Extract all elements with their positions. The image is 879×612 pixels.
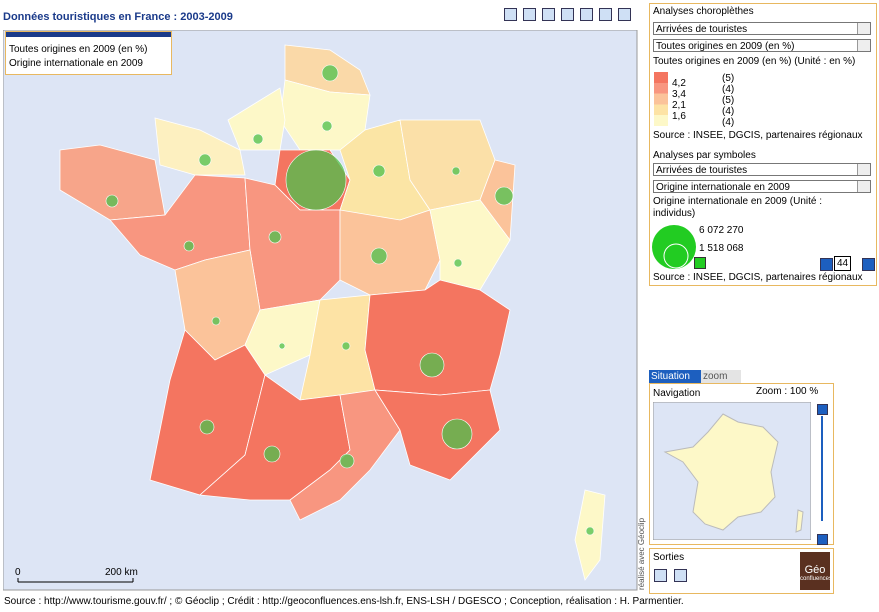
- tool-pan[interactable]: [523, 8, 536, 21]
- logo-text: Géo: [804, 564, 826, 576]
- size-minus[interactable]: [820, 258, 833, 271]
- footer: Source : http://www.tourisme.gouv.fr/ ; …: [4, 596, 684, 607]
- class-count: (4): [722, 84, 735, 95]
- source: Source : INSEE, DGCIS, partenaires régio…: [653, 272, 863, 283]
- tab[interactable]: zoom: [701, 370, 741, 383]
- tool-select[interactable]: [599, 8, 612, 21]
- outputs-title: Sorties: [653, 552, 685, 563]
- logo[interactable]: Géo confluences: [800, 552, 833, 590]
- regions: [59, 44, 606, 581]
- tool-open[interactable]: [618, 8, 631, 21]
- select[interactable]: Arrivées de touristes: [653, 22, 871, 35]
- zoom-slider[interactable]: [817, 404, 828, 545]
- credit: réalisé avec Géoclip: [637, 517, 646, 590]
- tool-extent[interactable]: [542, 8, 555, 21]
- print[interactable]: [674, 569, 687, 582]
- select[interactable]: Toutes origines en 2009 (en %): [653, 39, 871, 52]
- situation-panel: Navigation Zoom : 100 %: [649, 383, 834, 545]
- map: 0 200 km: [3, 30, 638, 591]
- size-input[interactable]: 44: [834, 256, 851, 271]
- tool-zoom[interactable]: [504, 8, 517, 21]
- class-count: (4): [722, 106, 735, 117]
- class-count: (4): [722, 117, 735, 128]
- scale-end: 200 km: [105, 567, 138, 578]
- tool-info[interactable]: [580, 8, 593, 21]
- select[interactable]: Origine internationale en 2009: [653, 180, 871, 193]
- zoom-level: Zoom : 100 %: [756, 386, 819, 397]
- scale-start: 0: [15, 567, 21, 578]
- color-picker[interactable]: [694, 257, 706, 269]
- tab[interactable]: Situation: [649, 370, 701, 383]
- toolbar: [502, 6, 636, 24]
- title: Données touristiques en France : 2003-20…: [3, 11, 233, 23]
- caption: Toutes origines en 2009 (en %) (Unité : …: [653, 56, 856, 67]
- class-bound: 1,6: [672, 111, 686, 122]
- select[interactable]: Arrivées de touristes: [653, 163, 871, 176]
- tool-find[interactable]: [561, 8, 574, 21]
- overview-map: [653, 402, 811, 540]
- heading: Analyses par symboles: [653, 150, 756, 161]
- class-bound: 4,2: [672, 78, 686, 89]
- outputs-panel: Sorties Géo confluences: [649, 548, 834, 594]
- symbol-legend: [652, 225, 696, 269]
- heading: Analyses choroplèthes: [653, 6, 754, 17]
- size-plus[interactable]: [862, 258, 875, 271]
- source: Source : INSEE, DGCIS, partenaires régio…: [653, 130, 863, 141]
- class-count: (5): [722, 95, 735, 106]
- swatches: [654, 72, 668, 126]
- analysis-panel: Analyses choroplèthes Arrivées de touris…: [649, 3, 877, 286]
- max-label: 6 072 270: [699, 225, 744, 236]
- class-bound: 2,1: [672, 100, 686, 111]
- export[interactable]: [654, 569, 667, 582]
- map-legend: Toutes origines en 2009 (en %) Origine i…: [5, 31, 172, 75]
- caption: Origine internationale en 2009 (Unité : …: [653, 196, 822, 219]
- symbols: [105, 64, 595, 536]
- min-label: 1 518 068: [699, 243, 744, 254]
- class-bound: 3,4: [672, 89, 686, 100]
- logo-text: confluences: [800, 576, 833, 582]
- class-count: (5): [722, 73, 735, 84]
- legend-item: Origine internationale en 2009: [9, 58, 143, 69]
- legend-item: Toutes origines en 2009 (en %): [9, 44, 148, 55]
- navigation: Navigation: [653, 388, 701, 399]
